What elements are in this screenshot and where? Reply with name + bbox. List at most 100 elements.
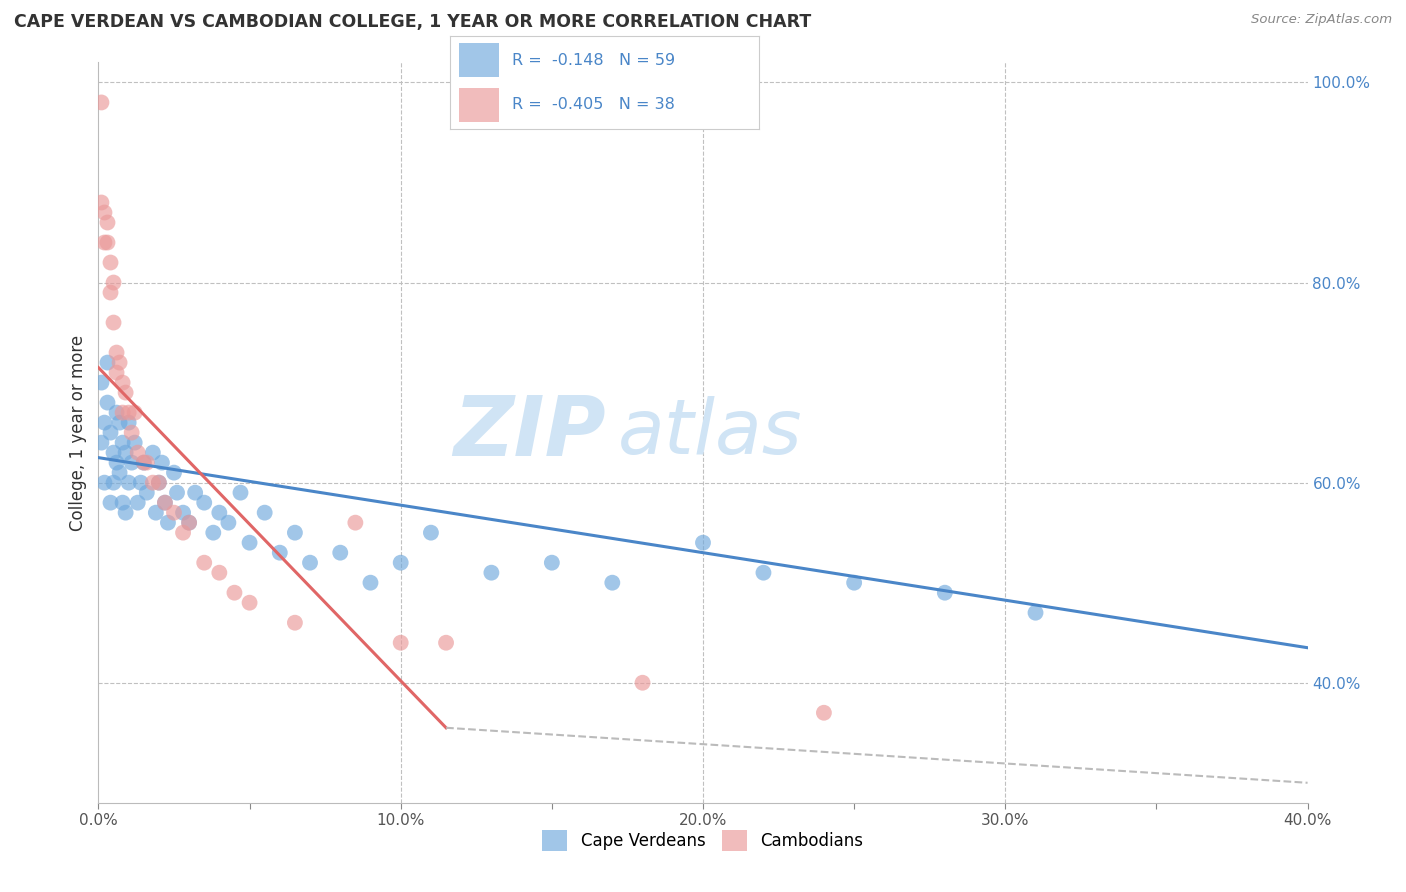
Point (103, 316, 125, 330)
Point (813, 706, 835, 720)
Point (193, 556, 215, 570)
Point (166, 485, 188, 500)
Point (96, 215, 118, 229)
Text: R =  -0.405   N = 38: R = -0.405 N = 38 (512, 97, 675, 112)
Point (217, 516, 239, 530)
Point (148, 475, 170, 490)
Point (103, 445, 125, 459)
Text: CAPE VERDEAN VS CAMBODIAN COLLEGE, 1 YEAR OR MORE CORRELATION CHART: CAPE VERDEAN VS CAMBODIAN COLLEGE, 1 YEA… (14, 13, 811, 31)
Point (631, 675, 654, 690)
Point (224, 585, 246, 599)
Text: atlas: atlas (619, 396, 803, 469)
Point (481, 566, 503, 580)
Text: ZIP: ZIP (454, 392, 606, 473)
Point (253, 506, 276, 520)
Point (121, 425, 143, 440)
Point (127, 445, 149, 459)
Point (193, 496, 215, 510)
Y-axis label: College, 1 year or more: College, 1 year or more (69, 334, 87, 531)
Point (96, 235, 118, 250)
Point (179, 516, 201, 530)
Point (108, 416, 131, 430)
Point (148, 475, 170, 490)
Point (111, 496, 134, 510)
Point (602, 575, 624, 590)
Point (184, 485, 207, 500)
Point (934, 585, 956, 599)
Point (1024, 606, 1046, 620)
Point (360, 575, 382, 590)
Point (150, 456, 173, 470)
Point (93, 235, 115, 250)
Point (239, 596, 262, 610)
Point (163, 466, 186, 480)
Point (202, 525, 225, 540)
Point (208, 506, 231, 520)
Point (103, 276, 125, 290)
Point (389, 636, 412, 650)
Point (129, 475, 152, 490)
Point (105, 345, 128, 359)
Point (153, 496, 176, 510)
Text: Source: ZipAtlas.com: Source: ZipAtlas.com (1251, 13, 1392, 27)
Point (114, 506, 136, 520)
Point (118, 416, 141, 430)
Point (284, 525, 307, 540)
Point (132, 456, 155, 470)
Point (100, 285, 122, 300)
Point (844, 575, 866, 590)
Point (132, 456, 155, 470)
Point (93, 205, 115, 219)
Point (96, 395, 118, 409)
FancyBboxPatch shape (460, 43, 499, 77)
Point (239, 535, 262, 549)
Point (420, 525, 443, 540)
Point (124, 406, 146, 420)
Point (93, 475, 115, 490)
FancyBboxPatch shape (460, 88, 499, 122)
Point (142, 445, 165, 459)
Point (111, 376, 134, 390)
Point (118, 406, 141, 420)
Point (329, 546, 352, 560)
Point (299, 556, 322, 570)
Text: R =  -0.148   N = 59: R = -0.148 N = 59 (512, 53, 675, 68)
Point (111, 406, 134, 420)
Point (208, 566, 231, 580)
Point (105, 456, 128, 470)
Point (127, 496, 149, 510)
Point (389, 556, 412, 570)
Point (90, 435, 112, 450)
Point (145, 506, 167, 520)
Point (90, 95, 112, 110)
Point (103, 475, 125, 490)
Point (163, 506, 186, 520)
Point (108, 355, 131, 369)
Point (111, 435, 134, 450)
Point (284, 615, 307, 630)
Point (752, 566, 775, 580)
Point (105, 406, 128, 420)
Point (269, 546, 291, 560)
Point (96, 355, 118, 369)
Point (135, 485, 157, 500)
Point (121, 456, 143, 470)
Point (156, 516, 179, 530)
Point (540, 556, 562, 570)
Point (90, 376, 112, 390)
Point (124, 435, 146, 450)
Point (172, 506, 194, 520)
Point (153, 496, 176, 510)
Point (344, 516, 367, 530)
Point (179, 516, 201, 530)
Point (108, 466, 131, 480)
Point (172, 525, 194, 540)
Point (105, 366, 128, 380)
Point (434, 636, 457, 650)
Point (100, 425, 122, 440)
Point (142, 475, 165, 490)
Point (229, 485, 252, 500)
Legend: Cape Verdeans, Cambodians: Cape Verdeans, Cambodians (536, 823, 870, 857)
Point (93, 416, 115, 430)
Point (135, 456, 157, 470)
